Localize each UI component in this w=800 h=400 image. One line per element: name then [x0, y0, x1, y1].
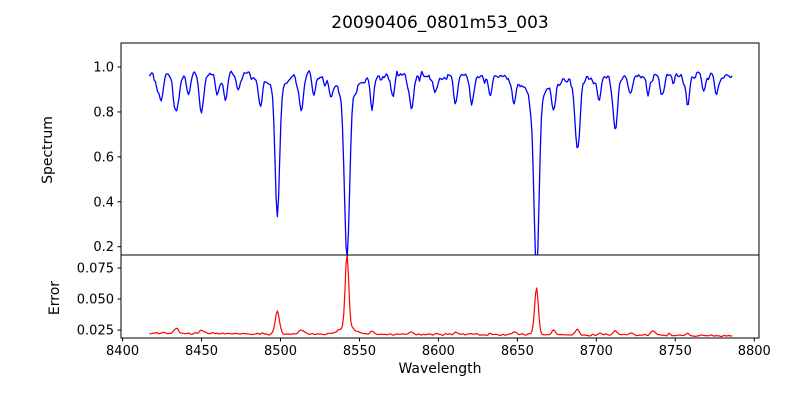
x-tick-label: 8750: [659, 344, 692, 359]
y-tick-label: 0.050: [77, 293, 114, 308]
x-tick-label: 8450: [185, 344, 218, 359]
error-line: [149, 255, 733, 338]
y-tick-label: 0.025: [77, 324, 114, 339]
spectrum-line: [148, 70, 733, 255]
x-tick-label: 8600: [422, 344, 455, 359]
y-tick-label: 1.0: [93, 61, 114, 76]
y-tick-label: 0.6: [93, 150, 114, 165]
y-tick-label: 0.075: [77, 262, 114, 277]
x-tick-label: 8500: [264, 344, 297, 359]
x-tick-label: 8700: [580, 344, 613, 359]
x-tick-label: 8800: [738, 344, 771, 359]
y-tick-label: 0.8: [93, 105, 114, 120]
error-y-axis-ticks: 0.025 0.050 0.075: [77, 262, 121, 339]
chart-title: 20090406_0801m53_003: [331, 13, 549, 33]
spectrum-axes-frame: [120, 42, 760, 256]
error-axes-frame: [120, 254, 760, 339]
x-tick-label: 8550: [343, 344, 376, 359]
x-axis-ticks: 8400 8450 8500 8550 8600 8650 8700 8750 8800: [106, 338, 771, 359]
x-tick-label: 8400: [106, 344, 139, 359]
x-tick-label: 8650: [501, 344, 534, 359]
spectrum-y-axis-ticks: 0.2 0.4 0.6 0.8 1.0: [93, 61, 121, 255]
x-axis-label: Wavelength: [398, 361, 482, 377]
y-tick-label: 0.4: [93, 195, 114, 210]
y-tick-label: 0.2: [93, 240, 114, 255]
